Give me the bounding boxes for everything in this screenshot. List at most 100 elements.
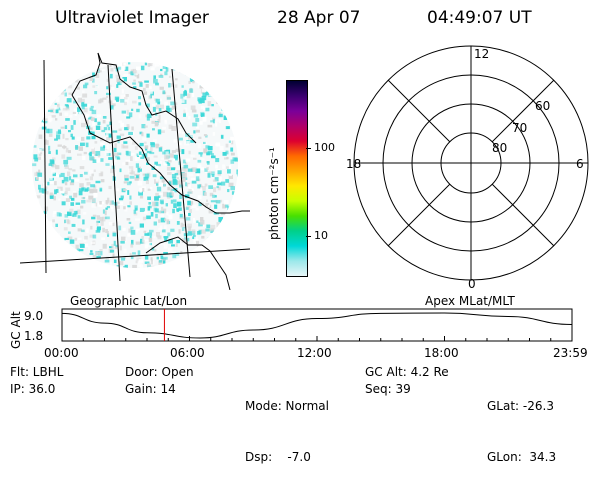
image-pixel <box>203 148 208 154</box>
image-pixel <box>139 207 145 212</box>
image-pixel <box>62 108 68 111</box>
image-pixel <box>215 164 218 169</box>
image-pixel <box>237 103 238 106</box>
image-pixel <box>201 95 207 101</box>
image-pixel <box>76 248 80 254</box>
image-pixel <box>155 105 160 110</box>
lat-label-70: 70 <box>512 121 527 135</box>
image-pixel <box>104 259 110 263</box>
image-pixel <box>57 103 60 108</box>
image-pixel <box>108 131 112 134</box>
image-pixel <box>117 80 122 86</box>
image-pixel <box>138 259 144 263</box>
image-pixel <box>180 93 186 99</box>
image-pixel <box>49 84 54 89</box>
image-pixel <box>68 130 71 133</box>
image-pixel <box>200 105 205 110</box>
image-pixel <box>139 196 144 199</box>
image-pixel <box>64 191 68 195</box>
image-pixel <box>221 181 226 186</box>
image-pixel <box>169 195 173 198</box>
image-pixel <box>44 139 47 144</box>
image-pixel <box>33 70 39 76</box>
image-pixel <box>91 216 96 220</box>
image-pixel <box>77 209 81 215</box>
image-pixel <box>214 67 218 72</box>
image-pixel <box>130 156 133 161</box>
image-pixel <box>77 215 81 219</box>
image-pixel <box>219 176 222 182</box>
image-pixel <box>179 184 184 188</box>
image-pixel <box>163 260 166 264</box>
image-pixel <box>160 217 166 223</box>
image-pixel <box>96 129 100 132</box>
image-pixel <box>55 109 59 114</box>
image-pixel <box>33 88 38 94</box>
image-pixel <box>64 214 69 218</box>
image-pixel <box>90 117 95 121</box>
image-pixel <box>182 257 187 261</box>
image-pixel <box>197 164 202 168</box>
dsp-value: Dsp: -7.0 <box>245 450 311 464</box>
image-pixel <box>92 85 98 88</box>
image-pixel <box>135 157 140 161</box>
image-pixel <box>224 258 227 264</box>
image-pixel <box>93 267 97 268</box>
image-pixel <box>65 106 70 111</box>
image-pixel <box>226 156 229 160</box>
image-pixel <box>230 159 235 164</box>
image-pixel <box>155 144 159 149</box>
image-pixel <box>60 106 63 110</box>
image-pixel <box>97 70 102 73</box>
image-pixel <box>153 201 159 207</box>
image-pixel <box>188 136 191 140</box>
image-pixel <box>170 187 173 193</box>
image-pixel <box>199 98 205 104</box>
image-pixel <box>71 63 74 69</box>
image-pixel <box>219 73 223 78</box>
image-pixel <box>215 122 218 127</box>
image-pixel <box>169 153 174 158</box>
image-pixel <box>205 262 209 267</box>
image-pixel <box>198 258 201 262</box>
image-pixel <box>211 81 215 86</box>
image-pixel <box>92 189 98 193</box>
image-pixel <box>202 66 205 70</box>
footer-alt-seq: GC Alt: 4.2 Re Seq: 39 <box>365 364 449 398</box>
image-pixel <box>151 166 155 170</box>
image-pixel <box>86 182 91 186</box>
image-pixel <box>90 250 93 253</box>
image-pixel <box>106 86 109 90</box>
image-pixel <box>147 232 153 236</box>
image-pixel <box>38 184 41 190</box>
image-pixel <box>47 116 53 121</box>
image-pixel <box>181 85 184 88</box>
image-pixel <box>33 154 38 160</box>
image-pixel <box>158 108 162 112</box>
timeline-left-caption: Geographic Lat/Lon <box>70 294 188 308</box>
image-pixel <box>118 120 122 123</box>
image-pixel <box>192 70 197 76</box>
image-pixel <box>133 212 138 216</box>
image-pixel <box>168 83 171 88</box>
image-pixel <box>41 221 46 225</box>
image-pixel <box>79 166 85 170</box>
image-pixel <box>50 101 54 104</box>
image-pixel <box>198 202 202 207</box>
image-pixel <box>44 246 49 252</box>
image-pixel <box>170 101 175 106</box>
image-pixel <box>60 240 66 244</box>
image-pixel <box>111 86 115 90</box>
image-pixel <box>174 172 179 176</box>
image-pixel <box>229 109 235 113</box>
image-pixel <box>51 243 55 248</box>
image-pixel <box>191 188 194 191</box>
image-pixel <box>187 237 190 242</box>
time-label: 04:49:07 UT <box>427 8 532 28</box>
altitude-series-line <box>61 312 573 339</box>
footer-filter-ip: Flt: LBHL IP: 36.0 <box>10 364 63 398</box>
image-pixel <box>81 90 85 95</box>
image-pixel <box>48 133 53 137</box>
image-pixel <box>235 91 238 94</box>
image-pixel <box>92 72 95 78</box>
